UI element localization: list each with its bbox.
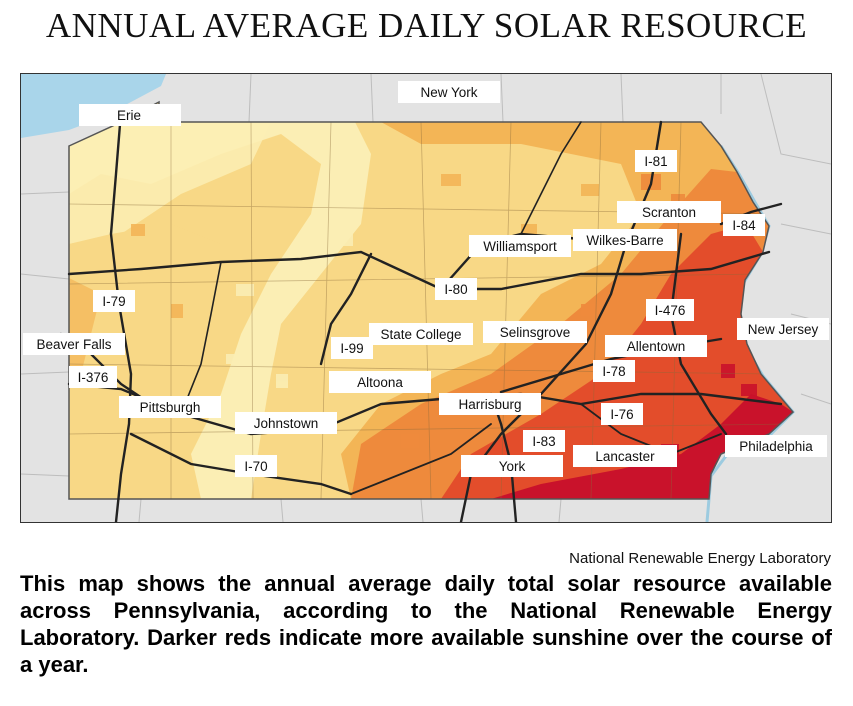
label-beaver-falls: Beaver Falls: [23, 333, 125, 355]
label-pittsburgh: Pittsburgh: [119, 396, 221, 418]
pennsylvania-border: [68, 100, 795, 500]
label-new-york: New York: [398, 81, 500, 103]
svg-text:Johnstown: Johnstown: [254, 416, 319, 431]
label-i376: I-376: [69, 366, 117, 388]
svg-text:Scranton: Scranton: [642, 205, 696, 220]
svg-text:Williamsport: Williamsport: [483, 239, 557, 254]
map-caption: This map shows the annual average daily …: [20, 571, 832, 677]
label-i81: I-81: [635, 150, 677, 172]
svg-text:I-81: I-81: [644, 154, 667, 169]
label-philadelphia: Philadelphia: [725, 435, 827, 457]
svg-text:I-78: I-78: [602, 364, 625, 379]
svg-text:Lancaster: Lancaster: [595, 449, 655, 464]
svg-text:Philadelphia: Philadelphia: [739, 439, 813, 454]
road-local-4: [520, 121, 582, 235]
svg-text:Erie: Erie: [117, 108, 141, 123]
svg-text:I-76: I-76: [610, 407, 633, 422]
road-i99: [319, 252, 373, 366]
svg-text:I-79: I-79: [102, 294, 125, 309]
svg-text:Pittsburgh: Pittsburgh: [140, 400, 201, 415]
label-wilkes-barre: Wilkes-Barre: [573, 229, 677, 251]
svg-text:Selinsgrove: Selinsgrove: [500, 325, 571, 340]
svg-text:I-84: I-84: [732, 218, 756, 233]
svg-text:I-80: I-80: [444, 282, 467, 297]
svg-text:New Jersey: New Jersey: [748, 322, 819, 337]
svg-text:Altoona: Altoona: [357, 375, 403, 390]
label-i476: I-476: [646, 299, 694, 321]
svg-text:York: York: [499, 459, 526, 474]
road-local-3: [180, 261, 222, 415]
label-erie: Erie: [79, 104, 181, 126]
svg-text:I-83: I-83: [532, 434, 555, 449]
label-i70: I-70: [235, 455, 277, 477]
svg-text:I-376: I-376: [78, 370, 109, 385]
source-credit: National Renewable Energy Laboratory: [569, 550, 831, 567]
svg-text:I-99: I-99: [340, 341, 363, 356]
label-i76: I-76: [601, 403, 643, 425]
label-johnstown: Johnstown: [235, 412, 337, 434]
label-i99: I-99: [331, 337, 373, 359]
label-scranton: Scranton: [617, 201, 721, 223]
outside-boundaries: [21, 74, 831, 522]
label-i78: I-78: [593, 360, 635, 382]
label-new-jersey: New Jersey: [737, 318, 829, 340]
label-i79: I-79: [93, 290, 135, 312]
label-allentown: Allentown: [605, 335, 707, 357]
svg-text:Wilkes-Barre: Wilkes-Barre: [586, 233, 663, 248]
label-i80: I-80: [435, 278, 477, 300]
label-i84: I-84: [723, 214, 765, 236]
map-labels: Erie New York I-81 Scranton I-84 William…: [23, 81, 829, 477]
svg-text:Harrisburg: Harrisburg: [458, 397, 521, 412]
solar-resource-map: Erie New York I-81 Scranton I-84 William…: [20, 73, 832, 523]
label-i83: I-83: [523, 430, 565, 452]
label-selinsgrove: Selinsgrove: [483, 321, 587, 343]
label-york: York: [461, 455, 563, 477]
label-harrisburg: Harrisburg: [439, 393, 541, 415]
label-altoona: Altoona: [329, 371, 431, 393]
map-title: ANNUAL AVERAGE DAILY SOLAR RESOURCE: [45, 6, 808, 45]
label-state-college: State College: [369, 323, 473, 345]
solar-resource-bands: [69, 102, 793, 499]
svg-text:State College: State College: [380, 327, 461, 342]
road-local-2: [350, 423, 492, 495]
label-lancaster: Lancaster: [573, 445, 677, 467]
svg-text:I-70: I-70: [244, 459, 267, 474]
svg-text:New York: New York: [420, 85, 477, 100]
svg-text:Allentown: Allentown: [627, 339, 686, 354]
label-williamsport: Williamsport: [469, 235, 571, 257]
svg-text:I-476: I-476: [655, 303, 686, 318]
svg-text:Beaver Falls: Beaver Falls: [36, 337, 111, 352]
